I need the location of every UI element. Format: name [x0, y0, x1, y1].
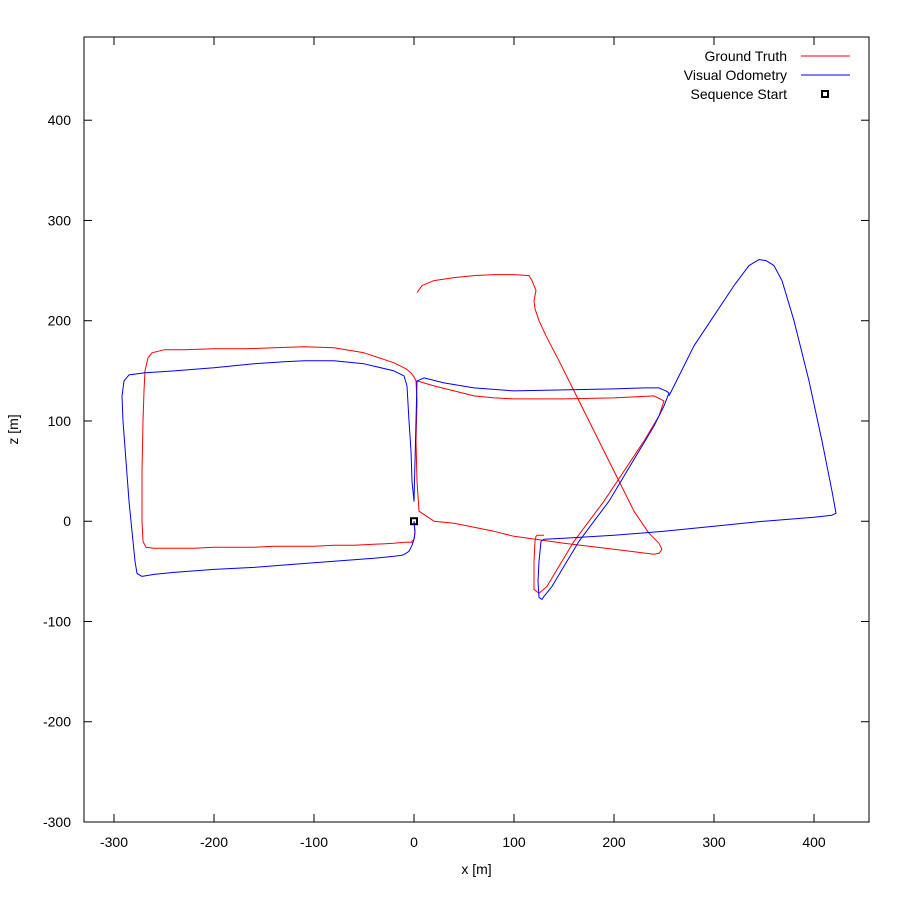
- x-tick-label: -300: [100, 834, 128, 850]
- legend-label-visual-odometry: Visual Odometry: [684, 67, 787, 83]
- x-tick-label: 400: [802, 834, 826, 850]
- x-tick-label: 100: [502, 834, 526, 850]
- x-axis-label: x [m]: [461, 861, 491, 877]
- y-tick-label: 0: [63, 513, 71, 529]
- series-ground-truth-line-loop: [416, 380, 665, 594]
- y-tick-label: 200: [48, 313, 72, 329]
- legend-label-ground-truth: Ground Truth: [705, 48, 788, 64]
- plot-frame: [83, 36, 870, 823]
- y-tick-label: -300: [43, 814, 71, 830]
- x-tick-label: -200: [200, 834, 228, 850]
- x-tick-label: 300: [702, 834, 726, 850]
- series-visual-odometry-line-loop: [540, 259, 837, 542]
- y-tick-label: 300: [48, 212, 72, 228]
- plot-area: [121, 259, 837, 600]
- y-tick-label: 400: [48, 112, 72, 128]
- x-tick-label: 0: [410, 834, 418, 850]
- sequence-start-marker: [410, 517, 418, 526]
- y-axis-label: z [m]: [5, 414, 21, 444]
- axis-ticks: -300 -200 -100 0 100 200 300 400 -300 -200 -100 0 10…: [43, 37, 869, 850]
- series-visual-odometry-line: [121, 360, 670, 600]
- y-tick-label: -200: [43, 714, 71, 730]
- legend-label-sequence-start: Sequence Start: [690, 86, 787, 102]
- legend: Ground Truth Visual Odometry Sequence St…: [684, 48, 850, 102]
- x-tick-label: -100: [300, 834, 328, 850]
- legend-marker-sequence-start: [821, 90, 829, 98]
- x-tick-label: 200: [602, 834, 626, 850]
- y-tick-label: -100: [43, 613, 71, 629]
- y-tick-label: 100: [48, 413, 72, 429]
- series-ground-truth-line: [141, 274, 663, 555]
